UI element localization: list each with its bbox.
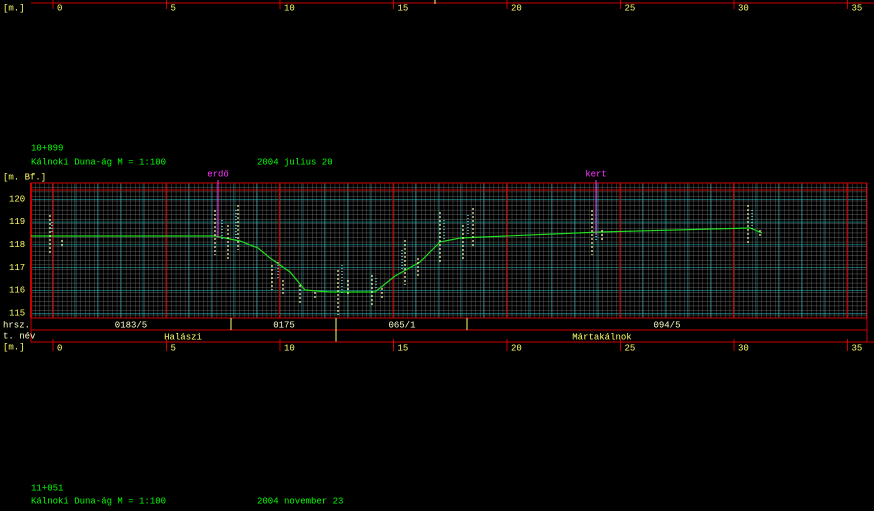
ruler-label: 10: [284, 3, 295, 13]
markers: erdő kert: [207, 169, 607, 179]
place-name: Mártakálnok: [572, 332, 631, 342]
marker-label: kert: [585, 169, 607, 179]
ruler-label: 15: [398, 343, 409, 353]
station: 10+899: [31, 143, 63, 153]
ruler-label: 30: [738, 343, 749, 353]
ruler-label: 15: [398, 3, 409, 13]
ruler-label: 25: [625, 343, 636, 353]
ruler: 0 5 10 15 20 25 30 35: [52, 339, 863, 353]
ruler-label: 0: [57, 3, 62, 13]
elevation-label: 118: [9, 240, 25, 250]
parcel: 0183/5: [115, 320, 147, 330]
elevation-label: 120: [9, 194, 25, 204]
row-values: 0183/5 0175 065/1 094/5 Halászi Mártakálnok: [115, 320, 681, 342]
axis-unit: [m. Bf.]: [3, 172, 46, 182]
ruler: 0 5 10 15 20 25 30 35: [52, 0, 863, 13]
row-label: t. név: [3, 331, 36, 341]
marker-label: erdő: [207, 169, 229, 179]
ruler-label: 35: [852, 3, 863, 13]
parcel-row: [30, 317, 868, 331]
ruler-label: 10: [284, 343, 295, 353]
ruler-unit: [m.]: [3, 342, 25, 352]
parcel: 065/1: [388, 320, 415, 330]
ruler-label: 20: [511, 3, 522, 13]
elevation-labels: 120 119 118 117 116 115: [9, 194, 25, 318]
ruler-label: 0: [57, 343, 62, 353]
section-date: 2004 november 23: [257, 496, 343, 506]
terrain-profile: [31, 227, 763, 293]
section-title: Kálnoki Duna-ág M = 1:100: [31, 496, 166, 506]
station: 11+051: [31, 483, 63, 493]
ruler-label: 25: [625, 3, 636, 13]
place-name: Halászi: [164, 332, 202, 342]
section-date: 2004 julius 20: [257, 157, 333, 167]
parcel: 0175: [273, 320, 295, 330]
parcel: 094/5: [653, 320, 680, 330]
ruler-label: 20: [511, 343, 522, 353]
row-dividers: [230, 318, 468, 342]
red-grid: [31, 183, 867, 318]
ruler-label: 5: [171, 3, 176, 13]
elevation-label: 115: [9, 308, 25, 318]
elevation-label: 119: [9, 217, 25, 227]
ruler-label: 30: [738, 3, 749, 13]
elevation-label: 116: [9, 286, 25, 296]
ruler-label: 35: [852, 343, 863, 353]
ruler-label: 5: [171, 343, 176, 353]
place-row: [30, 329, 868, 343]
elevation-label: 117: [9, 263, 25, 273]
section-title: Kálnoki Duna-ág M = 1:100: [31, 157, 166, 167]
ruler-unit: [m.]: [3, 3, 25, 13]
row-label: hrsz.: [3, 320, 30, 330]
